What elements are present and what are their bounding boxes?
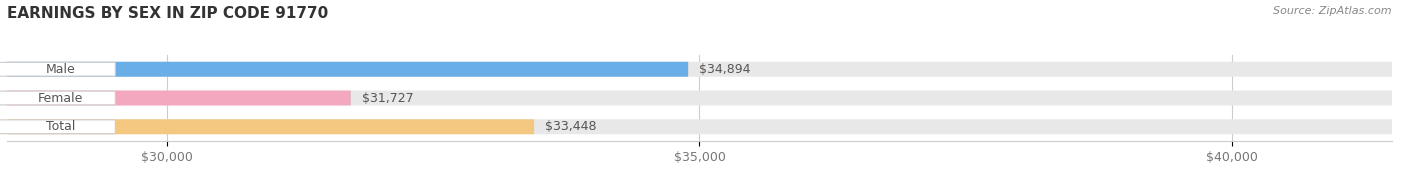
- FancyBboxPatch shape: [7, 119, 534, 134]
- Text: EARNINGS BY SEX IN ZIP CODE 91770: EARNINGS BY SEX IN ZIP CODE 91770: [7, 6, 328, 21]
- FancyBboxPatch shape: [7, 91, 351, 105]
- FancyBboxPatch shape: [0, 62, 115, 76]
- FancyBboxPatch shape: [7, 91, 1392, 105]
- Text: Female: Female: [38, 92, 83, 104]
- FancyBboxPatch shape: [7, 62, 1392, 77]
- FancyBboxPatch shape: [7, 119, 1392, 134]
- FancyBboxPatch shape: [0, 120, 115, 134]
- FancyBboxPatch shape: [7, 62, 688, 77]
- Text: $34,894: $34,894: [699, 63, 751, 76]
- Text: $31,727: $31,727: [361, 92, 413, 104]
- Text: $33,448: $33,448: [546, 120, 596, 133]
- Text: Total: Total: [46, 120, 76, 133]
- Text: Male: Male: [45, 63, 76, 76]
- Text: Source: ZipAtlas.com: Source: ZipAtlas.com: [1274, 6, 1392, 16]
- FancyBboxPatch shape: [0, 91, 115, 105]
